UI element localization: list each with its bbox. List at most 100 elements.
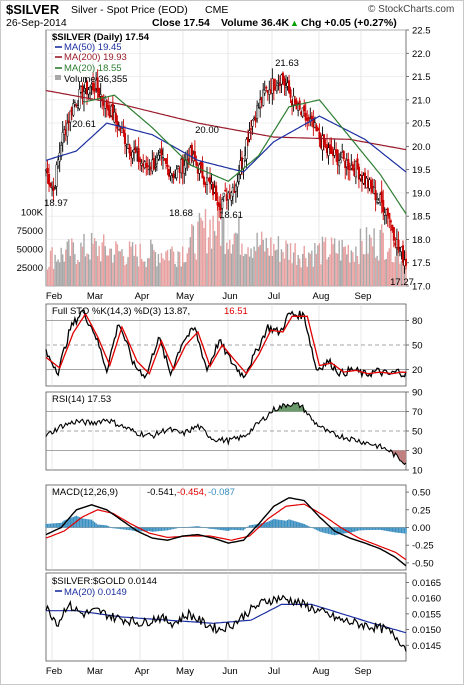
volume-bar	[169, 248, 172, 286]
macd-histogram-bar	[215, 527, 217, 530]
volume-bar	[98, 245, 100, 286]
macd-signal-line	[45, 503, 407, 561]
macd-histogram-bar	[364, 527, 366, 531]
volume-bar	[279, 261, 281, 286]
macd-histogram-bar	[317, 527, 319, 531]
ratio-axis-label: 0.0160	[412, 594, 441, 605]
macd-histogram-bar	[289, 519, 292, 528]
price-axis-label: 18.0	[412, 235, 431, 246]
volume-bar	[192, 225, 195, 286]
macd-histogram-bar	[198, 526, 201, 528]
macd-histogram-bar	[235, 527, 237, 530]
volume-bar	[283, 258, 286, 286]
volume-bar	[204, 209, 207, 286]
macd-histogram-bar	[124, 527, 126, 530]
macd-histogram-bar	[175, 527, 178, 529]
volume-bar	[178, 252, 181, 286]
macd-legend-signal: -0.454,	[177, 487, 207, 498]
volume-bar	[48, 266, 50, 286]
volume-bar	[339, 260, 342, 286]
macd-histogram-bar	[339, 527, 342, 534]
macd-histogram-bar	[118, 527, 120, 529]
macd-legend-hist: -0.087	[208, 487, 235, 498]
volume-bar	[163, 260, 166, 286]
price-axis-label: 17.0	[412, 282, 431, 293]
volume-bar	[87, 254, 90, 286]
price-candle	[85, 81, 89, 95]
price-candle	[92, 82, 95, 91]
volume-bar	[49, 250, 52, 286]
macd-histogram-bar	[137, 527, 140, 532]
volume-bar	[213, 231, 216, 286]
macd-histogram-bar	[157, 527, 160, 532]
volume-bar	[343, 247, 345, 286]
volume-bar	[130, 246, 132, 286]
price-candle	[58, 152, 61, 162]
price-candle	[304, 112, 307, 121]
macd-histogram-bar	[51, 523, 53, 528]
volume-bar	[391, 261, 394, 286]
volume-bar	[127, 257, 129, 286]
volume-bar	[154, 251, 157, 286]
volume-bar	[286, 243, 289, 286]
price-candle	[117, 124, 120, 130]
price-candle	[356, 158, 359, 170]
macd-histogram-bar	[45, 523, 47, 528]
volume-bar	[380, 224, 383, 286]
volume-axis-label: 75000	[17, 226, 43, 237]
price-candle	[233, 190, 236, 193]
macd-histogram-bar	[84, 518, 87, 528]
month-axis-label: Mar	[87, 291, 103, 302]
volume-bar	[320, 264, 322, 286]
price-candle	[222, 192, 225, 197]
volume-bar	[371, 246, 374, 286]
volume-bar	[399, 263, 401, 286]
price-candle	[318, 132, 321, 140]
volume-bar	[349, 262, 351, 286]
macd-histogram-bar	[147, 527, 149, 532]
macd-histogram-bar	[367, 527, 369, 531]
volume-bar	[200, 217, 202, 286]
macd-histogram-bar	[336, 527, 339, 535]
macd-histogram-bar	[247, 526, 249, 528]
macd-histogram-bar	[380, 527, 383, 531]
volume-bar	[209, 219, 211, 286]
price-candle	[330, 146, 333, 155]
macd-histogram-bar	[169, 527, 172, 530]
macd-histogram-bar	[142, 527, 144, 532]
volume-bar	[257, 246, 260, 286]
volume-bar	[160, 253, 163, 286]
volume-bar	[186, 253, 188, 286]
month-axis-label: Apr	[135, 291, 150, 302]
macd-histogram-bar	[80, 517, 82, 528]
price-axis-label: 19.5	[412, 165, 431, 176]
macd-histogram-bar	[72, 516, 75, 528]
macd-histogram-bar	[311, 527, 313, 528]
macd-histogram-bar	[130, 527, 132, 531]
price-axis-label: 22.0	[412, 49, 431, 60]
volume-bar	[62, 254, 64, 286]
volume-bar	[140, 258, 143, 286]
volume-axis-label: 100K	[21, 208, 44, 219]
macd-histogram-bar	[358, 527, 360, 531]
price-candle	[298, 100, 301, 110]
macd-histogram-bar	[298, 522, 301, 528]
macd-histogram-bar	[315, 527, 318, 530]
volume-bar	[54, 254, 56, 286]
macd-histogram-bar	[148, 527, 150, 532]
sto-axis-label: 80	[412, 316, 423, 327]
volume-bar	[265, 238, 267, 286]
volume-bar	[180, 266, 182, 286]
volume-bar	[189, 237, 192, 286]
macd-histogram-bar	[186, 526, 188, 528]
price-candle	[139, 158, 142, 163]
macd-histogram-bar	[54, 523, 56, 528]
price-panel	[45, 29, 407, 287]
volume-value: Volume 36.4K	[221, 17, 290, 29]
macd-histogram-bar	[177, 527, 179, 529]
volume-bar	[309, 253, 312, 286]
macd-histogram-bar	[341, 527, 343, 534]
price-annotation: 21.63	[275, 58, 299, 69]
macd-histogram-bar	[200, 526, 202, 528]
volume-bar	[57, 259, 59, 286]
